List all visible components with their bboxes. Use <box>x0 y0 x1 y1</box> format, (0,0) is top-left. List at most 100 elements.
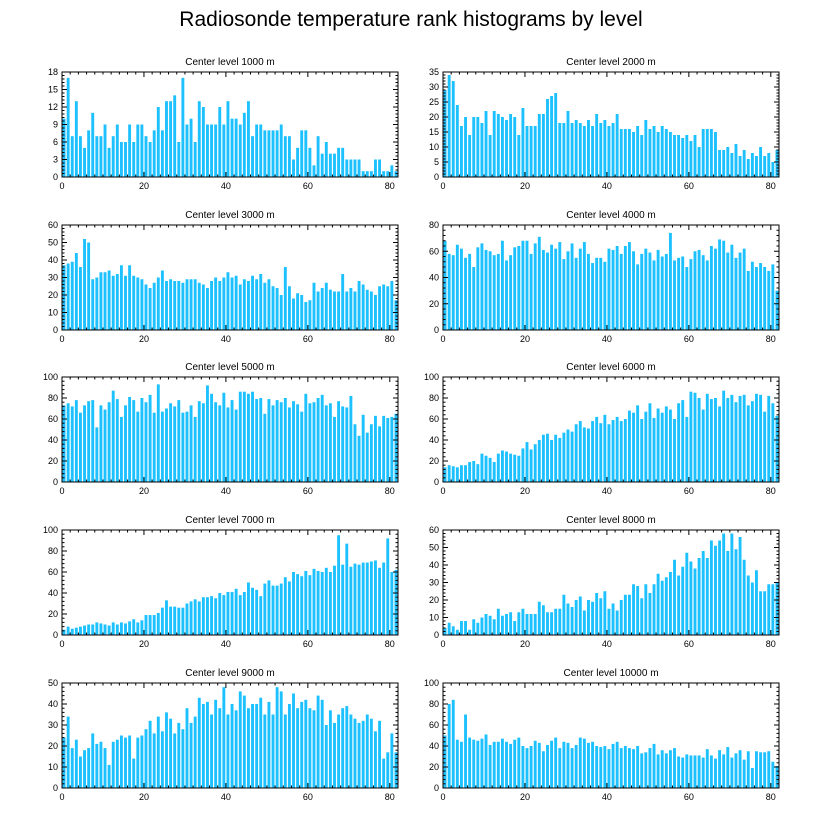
bar <box>636 264 640 331</box>
y-tick-label: 25 <box>429 97 439 107</box>
bar <box>611 743 615 788</box>
bar <box>263 130 267 177</box>
bar <box>673 419 676 482</box>
bar <box>619 253 623 331</box>
bar <box>595 114 599 177</box>
panel-title: Center level 5000 m <box>185 362 275 373</box>
bar <box>722 240 726 330</box>
bar <box>169 718 173 788</box>
bar <box>455 739 459 788</box>
bar <box>459 741 463 788</box>
bar <box>742 394 746 482</box>
bar <box>455 467 459 482</box>
bar <box>525 442 529 482</box>
bar <box>218 107 222 177</box>
bar <box>328 572 332 635</box>
bar <box>283 267 287 330</box>
x-tick-label: 0 <box>440 792 445 802</box>
bar <box>541 751 545 788</box>
bar <box>263 583 267 635</box>
bar <box>62 118 66 177</box>
plot-frame <box>442 376 780 483</box>
bar <box>165 600 168 635</box>
bar <box>394 413 398 482</box>
bar <box>558 437 562 482</box>
bar <box>165 281 168 330</box>
bar <box>705 260 709 330</box>
bar <box>484 111 488 177</box>
bar <box>324 405 328 482</box>
bar <box>730 244 734 330</box>
bar <box>74 101 78 177</box>
bar <box>259 124 263 177</box>
bar <box>197 282 201 330</box>
bar <box>320 153 324 177</box>
bar <box>738 156 742 177</box>
bar <box>537 601 541 635</box>
bar <box>451 255 455 330</box>
bar <box>771 162 775 177</box>
bar <box>734 753 738 788</box>
bar <box>222 124 226 177</box>
bar <box>312 568 316 635</box>
bar <box>660 256 664 330</box>
bar <box>599 423 603 482</box>
bar <box>87 401 91 482</box>
bar <box>578 737 582 788</box>
bar <box>246 101 250 177</box>
bar <box>582 738 586 788</box>
bar <box>611 123 615 177</box>
bar <box>685 552 689 635</box>
y-tick-label: 60 <box>48 567 58 577</box>
plot-frame <box>442 682 780 789</box>
bar <box>308 708 312 788</box>
bar <box>750 261 754 330</box>
bar <box>775 415 779 482</box>
y-tick-label: 0 <box>53 477 58 487</box>
y-tick-label: 10 <box>429 613 439 623</box>
bar <box>160 607 164 635</box>
y-tick-label: 100 <box>424 678 439 688</box>
bar <box>566 742 570 788</box>
bar <box>91 733 95 788</box>
bar <box>201 704 205 788</box>
bar <box>349 288 353 330</box>
bar <box>587 428 590 482</box>
x-tick-label: 0 <box>59 639 64 649</box>
bar <box>87 624 91 635</box>
bar <box>587 253 590 331</box>
bar <box>677 575 681 635</box>
bar <box>394 171 398 177</box>
bar <box>673 260 676 330</box>
bar <box>99 272 103 330</box>
bar <box>484 455 488 482</box>
x-tick-label: 20 <box>520 639 530 649</box>
bar <box>242 591 246 635</box>
bar <box>210 124 214 177</box>
bar <box>365 714 369 788</box>
bar <box>308 300 312 330</box>
y-tick-label: 20 <box>429 456 439 466</box>
bar <box>648 593 652 635</box>
bar <box>763 411 767 482</box>
bar <box>681 566 685 635</box>
y-tick-label: 0 <box>434 630 439 640</box>
bar <box>759 752 763 788</box>
bar <box>603 120 607 177</box>
bar <box>591 741 595 788</box>
bar <box>341 564 345 635</box>
panel-4: Center level 4000 m 0 20 40 60 80 0 20 40 60 80 <box>429 210 780 344</box>
bar <box>189 601 193 635</box>
bar <box>603 414 607 482</box>
bar <box>644 248 648 331</box>
bar <box>374 731 377 788</box>
y-tick-label: 15 <box>429 127 439 137</box>
bar <box>124 142 127 177</box>
plot-frame <box>61 529 399 636</box>
bar <box>537 440 541 482</box>
bar <box>599 598 603 635</box>
bar <box>341 708 345 788</box>
bar <box>210 714 214 788</box>
bar <box>660 580 664 635</box>
bar <box>759 147 763 177</box>
